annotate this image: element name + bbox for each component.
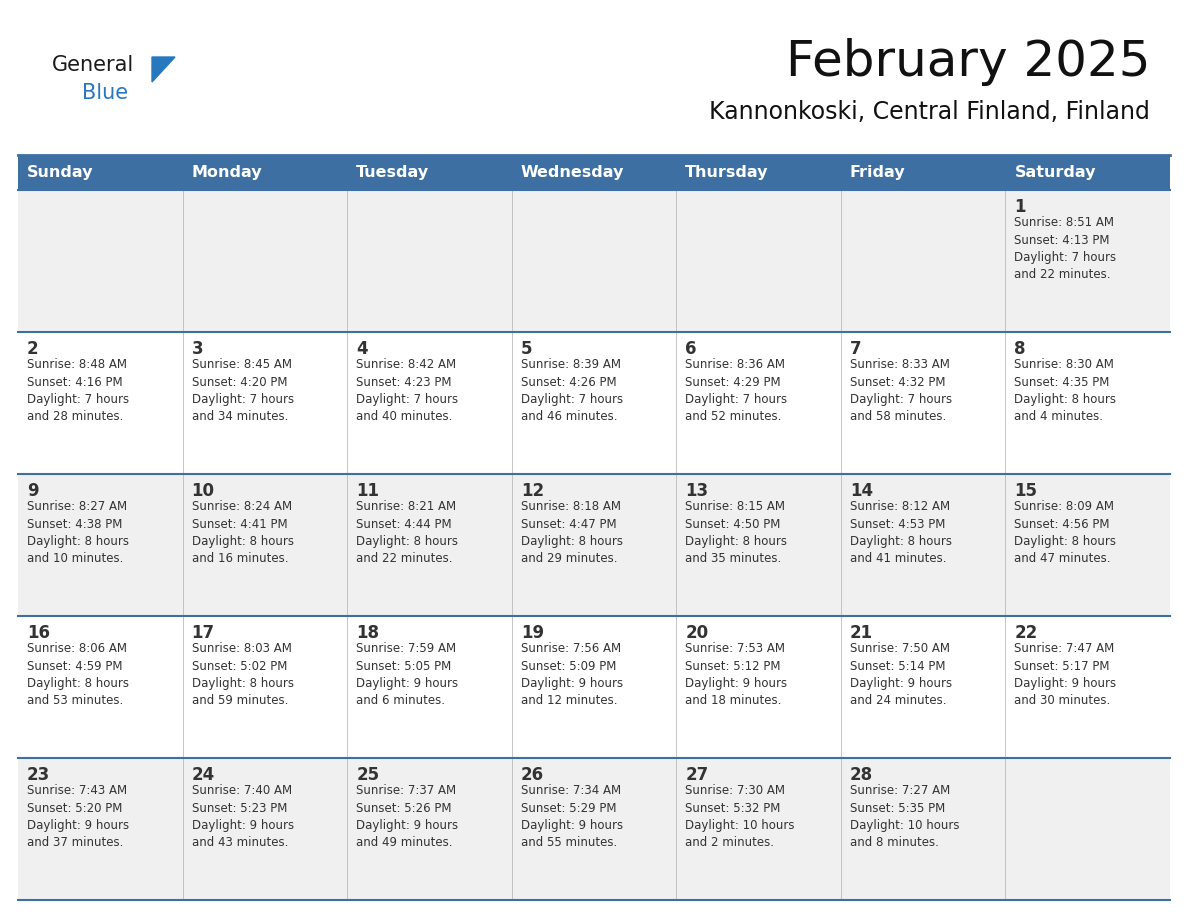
Text: 9: 9 — [27, 482, 39, 500]
Text: 15: 15 — [1015, 482, 1037, 500]
Text: 12: 12 — [520, 482, 544, 500]
Text: Sunrise: 8:39 AM
Sunset: 4:26 PM
Daylight: 7 hours
and 46 minutes.: Sunrise: 8:39 AM Sunset: 4:26 PM Dayligh… — [520, 358, 623, 423]
Text: Sunrise: 7:27 AM
Sunset: 5:35 PM
Daylight: 10 hours
and 8 minutes.: Sunrise: 7:27 AM Sunset: 5:35 PM Dayligh… — [849, 784, 960, 849]
Text: 25: 25 — [356, 766, 379, 784]
Text: Tuesday: Tuesday — [356, 165, 429, 180]
Text: 5: 5 — [520, 340, 532, 358]
Bar — [18, 155, 1170, 190]
Text: Sunrise: 7:34 AM
Sunset: 5:29 PM
Daylight: 9 hours
and 55 minutes.: Sunrise: 7:34 AM Sunset: 5:29 PM Dayligh… — [520, 784, 623, 849]
Text: Sunday: Sunday — [27, 165, 94, 180]
Text: Sunrise: 7:43 AM
Sunset: 5:20 PM
Daylight: 9 hours
and 37 minutes.: Sunrise: 7:43 AM Sunset: 5:20 PM Dayligh… — [27, 784, 129, 849]
Text: Sunrise: 8:27 AM
Sunset: 4:38 PM
Daylight: 8 hours
and 10 minutes.: Sunrise: 8:27 AM Sunset: 4:38 PM Dayligh… — [27, 500, 129, 565]
Text: 8: 8 — [1015, 340, 1026, 358]
Text: 28: 28 — [849, 766, 873, 784]
Text: 26: 26 — [520, 766, 544, 784]
Bar — [18, 758, 1170, 900]
Text: Blue: Blue — [82, 83, 128, 103]
Text: Sunrise: 8:24 AM
Sunset: 4:41 PM
Daylight: 8 hours
and 16 minutes.: Sunrise: 8:24 AM Sunset: 4:41 PM Dayligh… — [191, 500, 293, 565]
Text: 16: 16 — [27, 624, 50, 642]
Text: 22: 22 — [1015, 624, 1037, 642]
Text: Sunrise: 8:09 AM
Sunset: 4:56 PM
Daylight: 8 hours
and 47 minutes.: Sunrise: 8:09 AM Sunset: 4:56 PM Dayligh… — [1015, 500, 1117, 565]
Text: 7: 7 — [849, 340, 861, 358]
Bar — [18, 474, 1170, 616]
Text: Sunrise: 7:59 AM
Sunset: 5:05 PM
Daylight: 9 hours
and 6 minutes.: Sunrise: 7:59 AM Sunset: 5:05 PM Dayligh… — [356, 642, 459, 708]
Text: 3: 3 — [191, 340, 203, 358]
Text: Sunrise: 8:51 AM
Sunset: 4:13 PM
Daylight: 7 hours
and 22 minutes.: Sunrise: 8:51 AM Sunset: 4:13 PM Dayligh… — [1015, 216, 1117, 282]
Text: Sunrise: 8:15 AM
Sunset: 4:50 PM
Daylight: 8 hours
and 35 minutes.: Sunrise: 8:15 AM Sunset: 4:50 PM Dayligh… — [685, 500, 788, 565]
Text: Sunrise: 8:06 AM
Sunset: 4:59 PM
Daylight: 8 hours
and 53 minutes.: Sunrise: 8:06 AM Sunset: 4:59 PM Dayligh… — [27, 642, 129, 708]
Text: General: General — [52, 55, 134, 75]
Text: Sunrise: 7:53 AM
Sunset: 5:12 PM
Daylight: 9 hours
and 18 minutes.: Sunrise: 7:53 AM Sunset: 5:12 PM Dayligh… — [685, 642, 788, 708]
Text: 24: 24 — [191, 766, 215, 784]
Text: Sunrise: 8:18 AM
Sunset: 4:47 PM
Daylight: 8 hours
and 29 minutes.: Sunrise: 8:18 AM Sunset: 4:47 PM Dayligh… — [520, 500, 623, 565]
Text: Thursday: Thursday — [685, 165, 769, 180]
Text: Sunrise: 7:30 AM
Sunset: 5:32 PM
Daylight: 10 hours
and 2 minutes.: Sunrise: 7:30 AM Sunset: 5:32 PM Dayligh… — [685, 784, 795, 849]
Text: Sunrise: 7:47 AM
Sunset: 5:17 PM
Daylight: 9 hours
and 30 minutes.: Sunrise: 7:47 AM Sunset: 5:17 PM Dayligh… — [1015, 642, 1117, 708]
Bar — [18, 616, 1170, 758]
Text: Sunrise: 8:03 AM
Sunset: 5:02 PM
Daylight: 8 hours
and 59 minutes.: Sunrise: 8:03 AM Sunset: 5:02 PM Dayligh… — [191, 642, 293, 708]
Text: 21: 21 — [849, 624, 873, 642]
Text: Sunrise: 8:21 AM
Sunset: 4:44 PM
Daylight: 8 hours
and 22 minutes.: Sunrise: 8:21 AM Sunset: 4:44 PM Dayligh… — [356, 500, 459, 565]
Text: 19: 19 — [520, 624, 544, 642]
Text: Sunrise: 7:37 AM
Sunset: 5:26 PM
Daylight: 9 hours
and 49 minutes.: Sunrise: 7:37 AM Sunset: 5:26 PM Dayligh… — [356, 784, 459, 849]
Text: Sunrise: 7:56 AM
Sunset: 5:09 PM
Daylight: 9 hours
and 12 minutes.: Sunrise: 7:56 AM Sunset: 5:09 PM Dayligh… — [520, 642, 623, 708]
Polygon shape — [152, 57, 175, 82]
Text: February 2025: February 2025 — [785, 38, 1150, 86]
Bar — [18, 332, 1170, 474]
Text: 10: 10 — [191, 482, 215, 500]
Text: 23: 23 — [27, 766, 50, 784]
Text: 11: 11 — [356, 482, 379, 500]
Text: Monday: Monday — [191, 165, 263, 180]
Text: 4: 4 — [356, 340, 368, 358]
Text: Sunrise: 8:33 AM
Sunset: 4:32 PM
Daylight: 7 hours
and 58 minutes.: Sunrise: 8:33 AM Sunset: 4:32 PM Dayligh… — [849, 358, 952, 423]
Text: 18: 18 — [356, 624, 379, 642]
Text: Sunrise: 8:12 AM
Sunset: 4:53 PM
Daylight: 8 hours
and 41 minutes.: Sunrise: 8:12 AM Sunset: 4:53 PM Dayligh… — [849, 500, 952, 565]
Bar — [18, 190, 1170, 332]
Text: 27: 27 — [685, 766, 708, 784]
Text: 13: 13 — [685, 482, 708, 500]
Text: Sunrise: 7:50 AM
Sunset: 5:14 PM
Daylight: 9 hours
and 24 minutes.: Sunrise: 7:50 AM Sunset: 5:14 PM Dayligh… — [849, 642, 952, 708]
Text: Sunrise: 8:48 AM
Sunset: 4:16 PM
Daylight: 7 hours
and 28 minutes.: Sunrise: 8:48 AM Sunset: 4:16 PM Dayligh… — [27, 358, 129, 423]
Text: Wednesday: Wednesday — [520, 165, 624, 180]
Text: Sunrise: 8:42 AM
Sunset: 4:23 PM
Daylight: 7 hours
and 40 minutes.: Sunrise: 8:42 AM Sunset: 4:23 PM Dayligh… — [356, 358, 459, 423]
Text: Friday: Friday — [849, 165, 905, 180]
Text: 20: 20 — [685, 624, 708, 642]
Text: Saturday: Saturday — [1015, 165, 1095, 180]
Text: 1: 1 — [1015, 198, 1026, 216]
Text: Kannonkoski, Central Finland, Finland: Kannonkoski, Central Finland, Finland — [709, 100, 1150, 124]
Text: 2: 2 — [27, 340, 39, 358]
Text: 17: 17 — [191, 624, 215, 642]
Text: Sunrise: 7:40 AM
Sunset: 5:23 PM
Daylight: 9 hours
and 43 minutes.: Sunrise: 7:40 AM Sunset: 5:23 PM Dayligh… — [191, 784, 293, 849]
Text: Sunrise: 8:30 AM
Sunset: 4:35 PM
Daylight: 8 hours
and 4 minutes.: Sunrise: 8:30 AM Sunset: 4:35 PM Dayligh… — [1015, 358, 1117, 423]
Text: 14: 14 — [849, 482, 873, 500]
Text: Sunrise: 8:36 AM
Sunset: 4:29 PM
Daylight: 7 hours
and 52 minutes.: Sunrise: 8:36 AM Sunset: 4:29 PM Dayligh… — [685, 358, 788, 423]
Text: Sunrise: 8:45 AM
Sunset: 4:20 PM
Daylight: 7 hours
and 34 minutes.: Sunrise: 8:45 AM Sunset: 4:20 PM Dayligh… — [191, 358, 293, 423]
Text: 6: 6 — [685, 340, 697, 358]
